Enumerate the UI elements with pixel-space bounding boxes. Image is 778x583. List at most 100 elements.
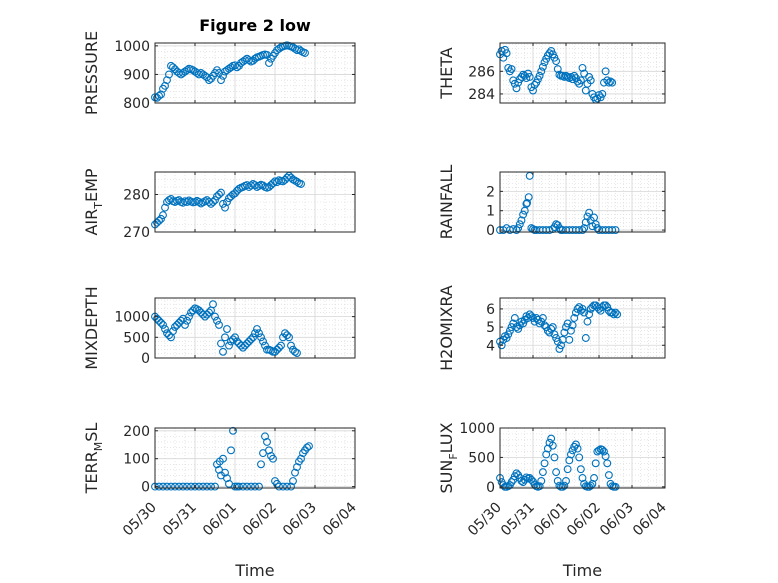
data-point <box>211 196 219 205</box>
y-tick-label: 0 <box>141 351 150 367</box>
data-point <box>576 76 585 85</box>
data-point <box>283 482 291 491</box>
y-tick-label: 1000 <box>114 310 150 326</box>
data-point <box>225 341 233 350</box>
data-point <box>251 482 259 491</box>
data-point <box>608 308 617 317</box>
data-point <box>183 198 191 206</box>
data-point <box>540 459 549 468</box>
data-point <box>512 226 521 235</box>
x-tick-label: 05/31 <box>498 500 538 540</box>
data-point <box>537 67 546 76</box>
x-axis-label: Time <box>234 561 274 580</box>
axes-box <box>154 427 356 489</box>
series-mixdepth <box>151 300 301 357</box>
data-point <box>604 471 613 480</box>
data-point <box>255 329 263 338</box>
data-point <box>241 56 249 65</box>
data-point <box>585 310 594 319</box>
data-point <box>219 71 227 80</box>
data-point <box>611 482 620 491</box>
data-point <box>183 66 191 75</box>
data-point <box>552 57 561 66</box>
data-point <box>575 226 584 235</box>
data-point <box>245 337 253 346</box>
data-point <box>265 446 273 455</box>
data-point <box>505 67 514 76</box>
data-point <box>183 316 191 325</box>
data-point <box>171 323 179 331</box>
data-point <box>578 474 587 482</box>
y-axis-label-part: MIXDEPTH <box>82 286 101 369</box>
series-airtemp <box>151 171 305 229</box>
series-h2omixra <box>496 301 622 353</box>
y-axis-label: H2OMIXRA <box>437 285 456 371</box>
subplot-pressure: 800 900 1000 PRESSURE <box>82 31 356 115</box>
data-point <box>515 220 524 229</box>
data-point <box>598 445 607 454</box>
y-tick-label: 1 <box>486 204 495 220</box>
data-point <box>581 218 590 227</box>
data-point <box>570 71 579 80</box>
data-point <box>243 339 251 348</box>
x-tick-label: 06/04 <box>630 499 670 539</box>
data-point <box>297 180 305 188</box>
data-point <box>571 440 580 449</box>
data-point <box>588 479 597 488</box>
data-point <box>566 326 575 335</box>
data-point <box>568 321 577 330</box>
data-point <box>259 337 267 346</box>
data-point <box>285 333 293 342</box>
data-point <box>570 314 579 322</box>
subplot-theta: 284 286 THETA <box>437 42 666 104</box>
data-point <box>608 226 617 235</box>
series-theta <box>496 45 617 104</box>
x-tick-label: 06/01 <box>200 500 240 540</box>
data-point <box>578 304 587 313</box>
y-tick-label: 4 <box>486 338 495 354</box>
data-point <box>167 482 175 491</box>
data-point <box>217 339 225 348</box>
data-point <box>525 73 534 81</box>
y-tick-label: 270 <box>123 225 150 241</box>
data-point <box>185 312 193 321</box>
y-tick-label: 0 <box>486 223 495 239</box>
data-point <box>201 312 209 321</box>
y-axis-label-part: TERR <box>82 451 101 494</box>
data-point <box>519 319 528 328</box>
data-point <box>269 454 277 463</box>
y-tick-label: 800 <box>123 96 150 112</box>
data-point <box>550 453 559 462</box>
data-point <box>223 474 231 483</box>
data-point <box>608 78 617 87</box>
data-point <box>504 330 513 339</box>
data-point <box>305 442 313 451</box>
data-point <box>547 434 556 443</box>
data-point <box>555 344 564 353</box>
data-point <box>287 341 295 350</box>
data-point <box>213 460 221 469</box>
data-point <box>535 482 544 491</box>
figure-title: Figure 2 low <box>199 16 311 35</box>
data-point <box>217 188 225 197</box>
data-point <box>221 333 229 342</box>
series-pressure <box>151 41 309 102</box>
data-point <box>537 476 546 485</box>
data-point <box>301 49 309 57</box>
data-point <box>523 199 532 207</box>
series-terrmsl <box>151 426 313 491</box>
data-point <box>157 214 165 223</box>
data-point <box>265 59 273 67</box>
data-point <box>253 325 261 333</box>
y-axis-label: TERRMSL <box>82 423 105 495</box>
data-point <box>611 226 620 235</box>
data-point <box>517 73 526 81</box>
y-tick-label: 284 <box>468 87 495 103</box>
y-tick-label: 200 <box>123 424 150 440</box>
data-point <box>609 310 618 319</box>
data-point <box>277 341 285 350</box>
data-point <box>169 327 177 336</box>
data-point <box>243 181 251 190</box>
data-point <box>576 465 585 474</box>
data-point <box>563 319 572 328</box>
